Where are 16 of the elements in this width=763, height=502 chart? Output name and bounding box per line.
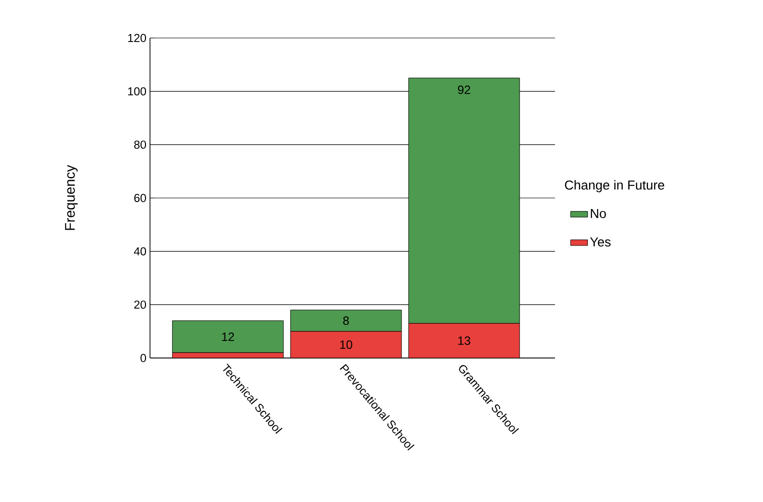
legend-label: Yes (590, 237, 611, 247)
data-label: 10 (340, 340, 352, 349)
legend-label: No (590, 209, 606, 218)
y-tick-label: 120 (128, 34, 146, 42)
y-axis-title: Frequency (65, 164, 78, 230)
data-label: 8 (343, 316, 349, 325)
y-tick-label: 80 (134, 140, 146, 149)
data-label: 13 (458, 336, 470, 345)
y-tick-label: 0 (140, 354, 146, 362)
data-label: 12 (222, 332, 234, 341)
data-label: 92 (458, 86, 470, 94)
y-tick-label: 20 (134, 300, 146, 309)
y-tick-label: 40 (134, 247, 146, 256)
y-tick-label: 60 (134, 194, 146, 202)
y-tick-label: 100 (128, 87, 146, 96)
legend-title: Change in Future (564, 180, 664, 192)
